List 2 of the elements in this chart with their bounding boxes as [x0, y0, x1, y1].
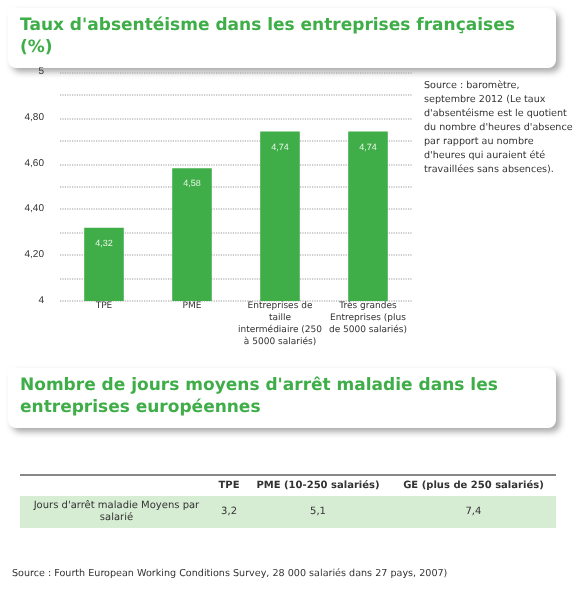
text: Nombre de jours moyens d'arrêt maladie dans les entreprises européennes [8, 368, 556, 428]
chart-title: Taux d'absentéisme dans les entreprises françaises (%) [8, 8, 556, 68]
